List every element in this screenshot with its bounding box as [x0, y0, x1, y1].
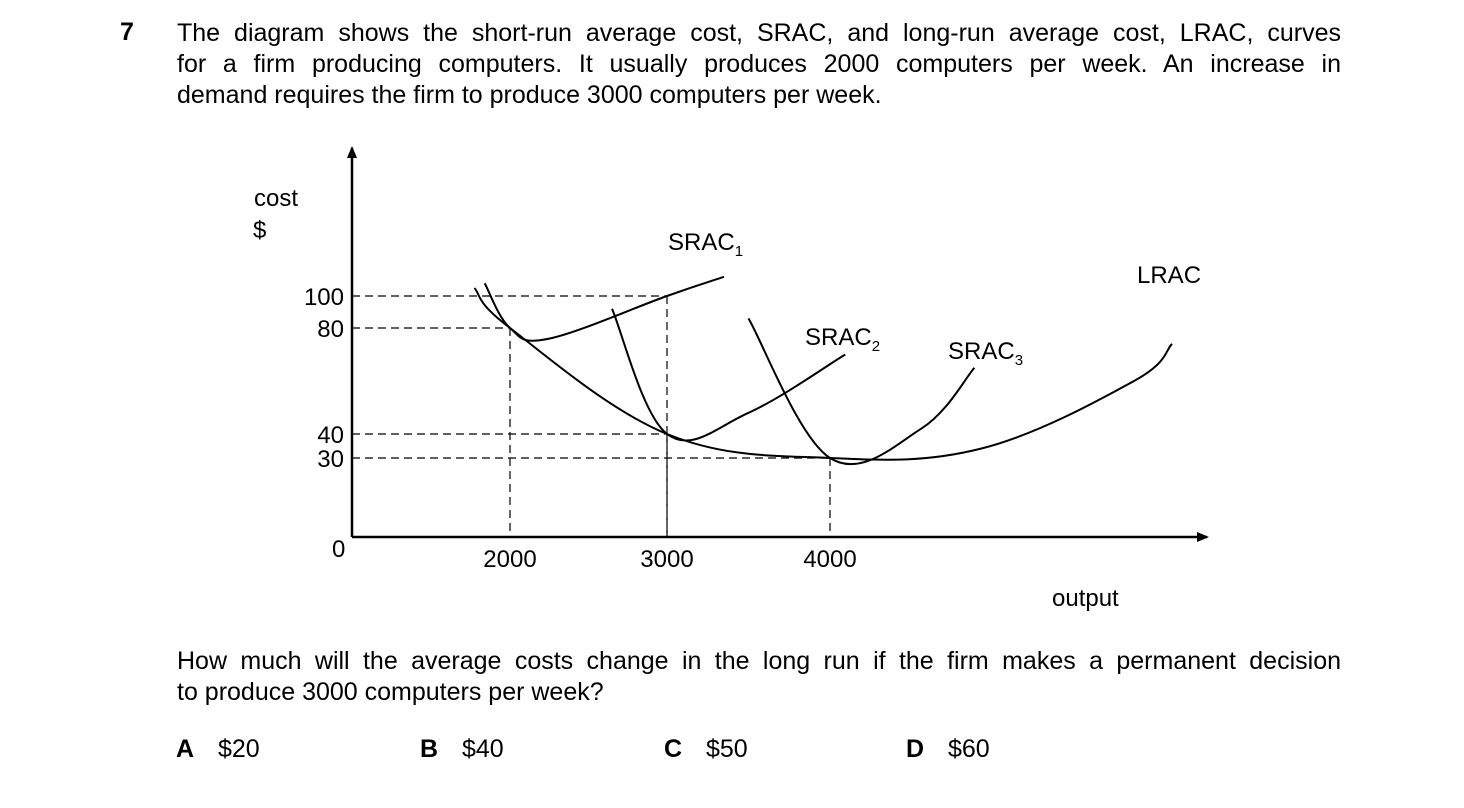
option-letter: C — [664, 735, 683, 763]
curve-srac2 — [611, 308, 846, 442]
curve-label-lrac: LRAC — [1137, 262, 1201, 289]
option-value: $20 — [218, 735, 260, 763]
prompt-line: to produce 3000 computers per week? — [177, 678, 604, 706]
intro-line: demand requires the firm to produce 3000… — [177, 81, 882, 109]
option-d[interactable]: D $60 — [906, 735, 990, 764]
option-c[interactable]: C $50 — [664, 735, 748, 764]
y-axis-label-dollar: $ — [253, 217, 266, 244]
x-axis-label: output — [1052, 585, 1119, 612]
option-value: $60 — [948, 735, 990, 763]
curve-label-srac3: SRAC3 — [948, 338, 1023, 369]
curve-srac1 — [483, 275, 725, 342]
question-number: 7 — [120, 18, 134, 46]
y-tick-label: 80 — [317, 316, 344, 343]
question-intro: The diagram shows the short-run average … — [177, 18, 1341, 111]
origin-label: 0 — [332, 536, 345, 563]
option-value: $40 — [462, 735, 504, 763]
option-b[interactable]: B $40 — [420, 735, 504, 764]
intro-line: The diagram shows the short-run average … — [177, 19, 1341, 47]
question-prompt: How much will the average costs change i… — [177, 646, 1341, 708]
curve-srac3 — [747, 317, 976, 466]
y-tick-label: 40 — [317, 422, 344, 449]
option-letter: B — [420, 735, 439, 763]
option-a[interactable]: A $20 — [176, 735, 260, 764]
x-tick-label: 3000 — [640, 546, 693, 573]
y-tick-label: 100 — [304, 284, 344, 311]
option-letter: A — [176, 735, 195, 763]
y-tick-label: 30 — [317, 446, 344, 473]
intro-line: for a firm producing computers. It usual… — [177, 50, 1341, 78]
x-tick-label: 4000 — [803, 546, 856, 573]
option-letter: D — [906, 735, 925, 763]
curve-label-srac2: SRAC2 — [805, 324, 880, 355]
y-axis-label-cost: cost — [254, 185, 298, 212]
x-tick-label: 2000 — [483, 546, 536, 573]
prompt-line: How much will the average costs change i… — [177, 647, 1341, 675]
option-value: $50 — [706, 735, 748, 763]
curve-label-srac1: SRAC1 — [668, 229, 743, 260]
